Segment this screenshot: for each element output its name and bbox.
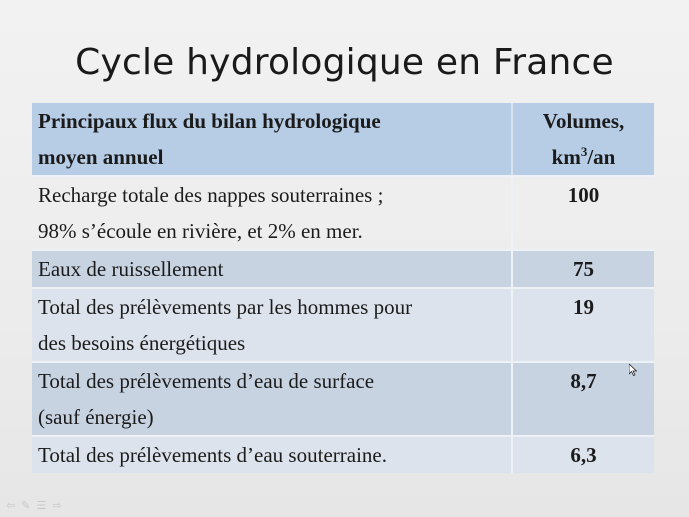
row-label-line1: Eaux de ruissellement (38, 257, 224, 281)
unit-rest: /an (587, 145, 616, 169)
row-value: 75 (513, 249, 654, 287)
pen-icon[interactable]: ✎ (21, 499, 31, 512)
row-value: 8,7 (513, 361, 654, 435)
row-label: Recharge totale des nappes souterraines … (32, 175, 513, 249)
row-label-line1: Total des prélèvements par les hommes po… (38, 295, 413, 319)
row-label: Total des prélèvements d’eau souterraine… (32, 435, 513, 473)
row-label-line1: Total des prélèvements d’eau de surface (38, 369, 375, 393)
table-row: Total des prélèvements d’eau de surface … (32, 361, 654, 435)
header-volumes-unit: km3/an (519, 139, 648, 175)
arrow-left-icon[interactable]: ⇦ (6, 499, 16, 512)
arrow-right-icon[interactable]: ⇨ (52, 499, 62, 512)
header-volumes: Volumes, km3/an (513, 103, 654, 175)
row-value: 19 (513, 287, 654, 361)
unit-sup: 3 (580, 144, 588, 159)
table-row: Eaux de ruissellement 75 (32, 249, 654, 287)
slide-nav-toolbar: ⇦ ✎ ☰ ⇨ (6, 499, 62, 512)
table-row: Total des prélèvements d’eau souterraine… (32, 435, 654, 473)
row-label: Eaux de ruissellement (32, 249, 513, 287)
header-flux: Principaux flux du bilan hydrologique mo… (32, 103, 513, 175)
mouse-cursor-icon (629, 364, 637, 376)
row-label-line2: (sauf énergie) (38, 405, 154, 429)
table-row: Recharge totale des nappes souterraines … (32, 175, 654, 249)
row-label: Total des prélèvements d’eau de surface … (32, 361, 513, 435)
row-label-line1: Total des prélèvements d’eau souterraine… (38, 443, 387, 467)
table-header-row: Principaux flux du bilan hydrologique mo… (32, 103, 654, 175)
header-flux-line2: moyen annuel (38, 145, 164, 169)
row-value: 100 (513, 175, 654, 249)
menu-icon[interactable]: ☰ (36, 499, 47, 512)
row-value: 6,3 (513, 435, 654, 473)
row-label: Total des prélèvements par les hommes po… (32, 287, 513, 361)
row-label-line1: Recharge totale des nappes souterraines … (38, 183, 384, 207)
header-flux-line1: Principaux flux du bilan hydrologique (38, 109, 381, 133)
row-label-line2: des besoins énergétiques (38, 331, 246, 355)
slide-title: Cycle hydrologique en France (75, 42, 614, 83)
table-row: Total des prélèvements par les hommes po… (32, 287, 654, 361)
hydrology-table: Principaux flux du bilan hydrologique mo… (32, 103, 654, 473)
header-volumes-line1: Volumes, (542, 109, 625, 133)
unit-base: km (551, 145, 581, 169)
row-label-line2: 98% s’écoule en rivière, et 2% en mer. (38, 219, 363, 243)
